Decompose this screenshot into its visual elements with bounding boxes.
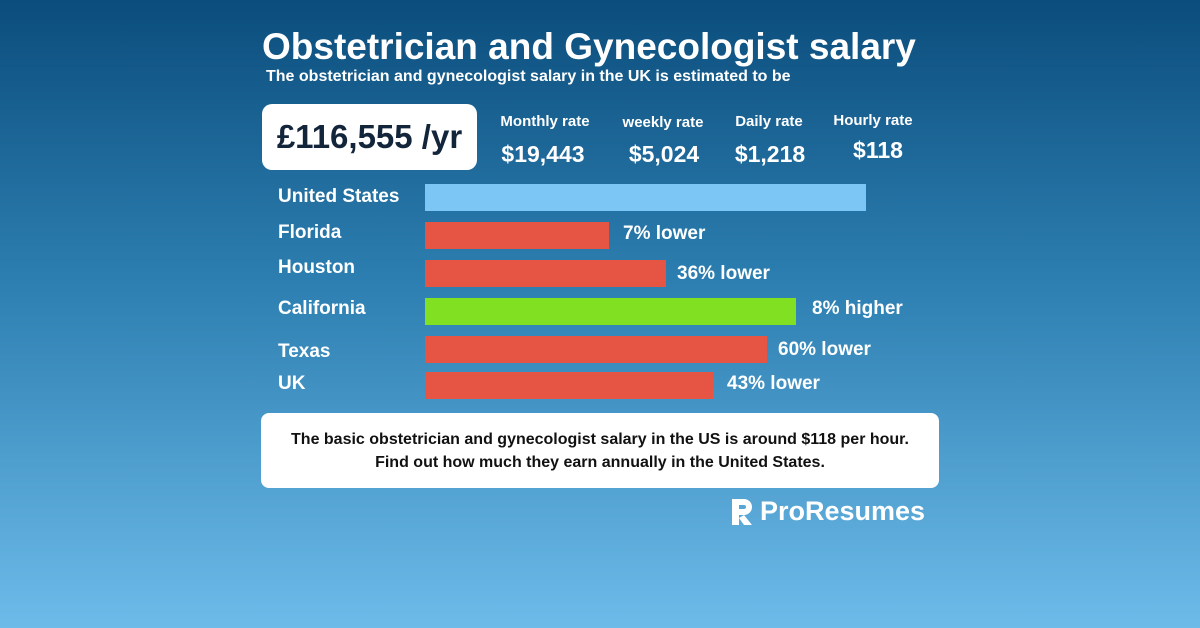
- rate-label: weekly rate: [622, 114, 704, 131]
- bar-note: 60% lower: [778, 339, 871, 360]
- bar: [425, 184, 866, 211]
- bar-note: 8% higher: [812, 298, 903, 319]
- bar-note: 7% lower: [623, 223, 706, 244]
- footer-note: The basic obstetrician and gynecologist …: [261, 413, 939, 488]
- annual-salary: £116,555 /yr: [262, 104, 477, 170]
- row-label: Texas: [278, 341, 331, 362]
- subtitle: The obstetrician and gynecologist salary…: [266, 68, 791, 85]
- row-label: Florida: [278, 222, 342, 243]
- bar: [425, 372, 713, 399]
- row-label: United States: [278, 186, 400, 207]
- rate-value: $1,218: [734, 141, 806, 167]
- rate-value: $118: [853, 137, 903, 163]
- row-label: California: [278, 298, 366, 319]
- rate-label: Daily rate: [735, 113, 803, 130]
- bar: [425, 298, 796, 325]
- row-label: Houston: [278, 257, 356, 278]
- bar: [425, 222, 609, 249]
- brand: ProResumes: [730, 496, 925, 527]
- bar: [425, 260, 666, 287]
- brand-logo: [732, 498, 752, 525]
- rate-label: Hourly rate: [833, 112, 913, 129]
- rate-value: $5,024: [628, 141, 700, 167]
- title: Obstetrician and Gynecologist salary: [262, 26, 916, 67]
- rate-value: $19,443: [501, 141, 585, 167]
- bar: [425, 336, 767, 363]
- rate-label: Monthly rate: [500, 113, 590, 130]
- bar-note: 43% lower: [727, 373, 820, 394]
- bar-note: 36% lower: [677, 263, 770, 284]
- row-label: UK: [278, 373, 306, 394]
- brand-name: ProResumes: [760, 496, 926, 526]
